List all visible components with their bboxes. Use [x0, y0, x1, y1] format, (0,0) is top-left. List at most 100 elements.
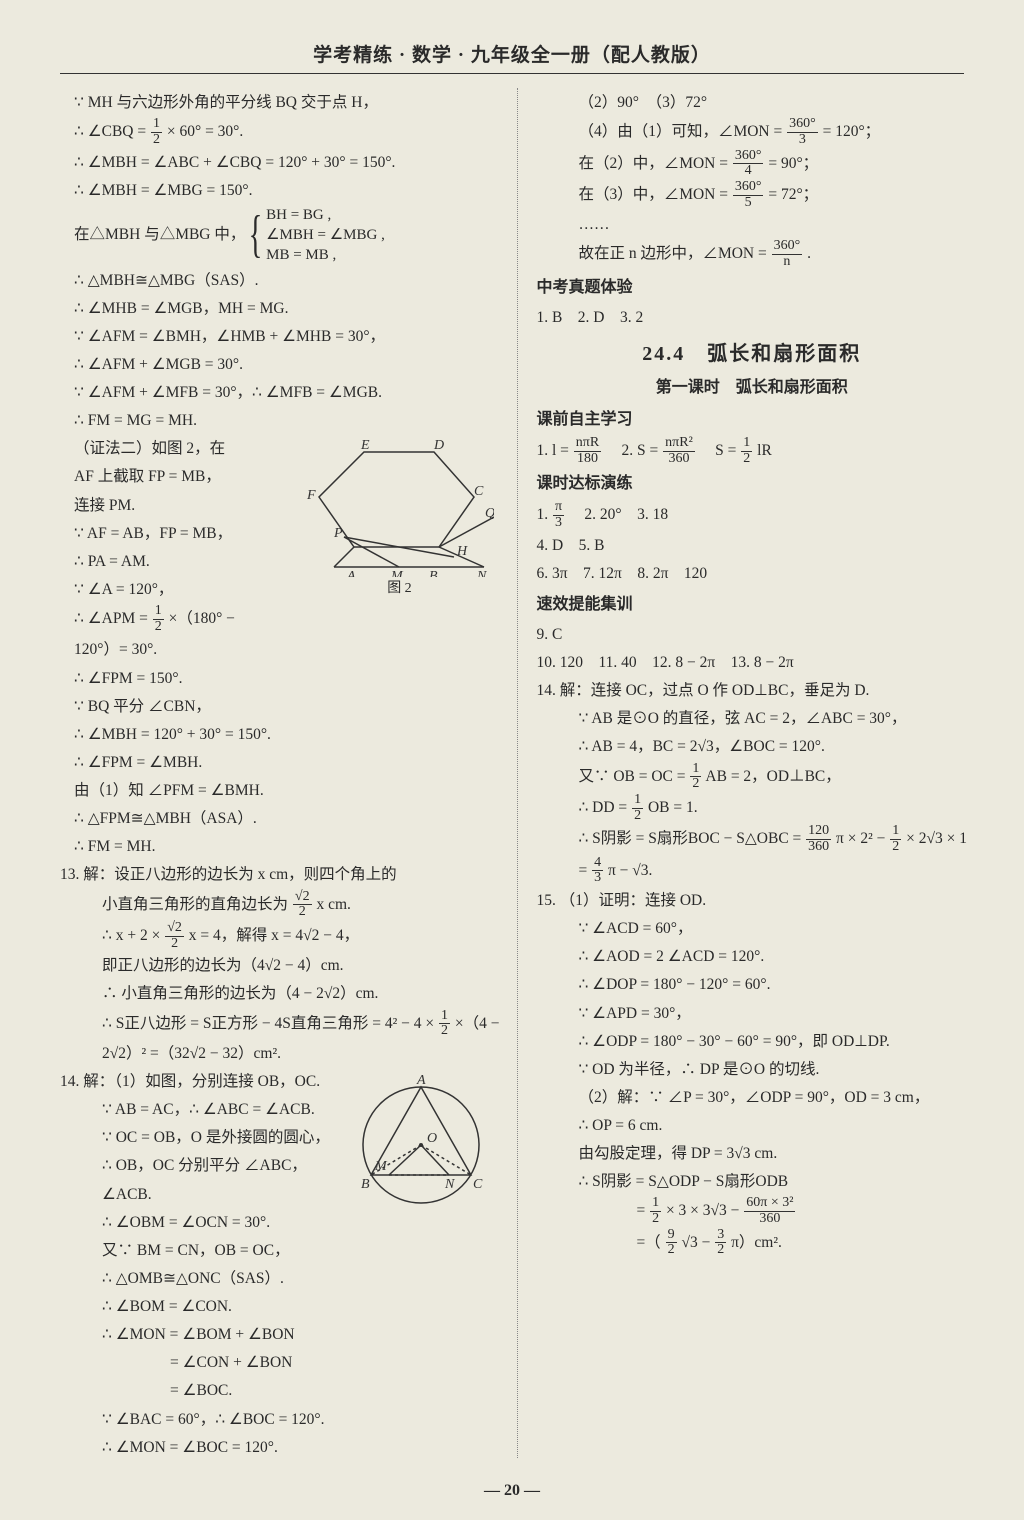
svg-text:M: M	[374, 1159, 388, 1174]
svg-text:A: A	[416, 1073, 426, 1088]
text-line: 1. l = nπR180 2. S = nπR²360 S = 12 lR	[536, 436, 967, 466]
text-line: ∴ DD = 12 OB = 1.	[536, 793, 967, 823]
text-line: = ∠CON + ∠BON	[60, 1349, 499, 1376]
text-line: ∵ MH 与六边形外角的平分线 BQ 交于点 H，	[60, 89, 499, 116]
t: BH = BG ,	[266, 207, 331, 223]
t: 在△MBH 与△MBG 中，	[74, 226, 245, 243]
t: lR	[757, 442, 772, 459]
text-line: ∴ △OMB≅△ONC（SAS）.	[60, 1265, 499, 1292]
fraction: nπR²360	[663, 436, 695, 466]
page-header: 学考精练 · 数学 · 九年级全一册（配人教版）	[60, 40, 964, 74]
t: ∴ DD =	[578, 799, 631, 816]
fraction: 12	[153, 604, 164, 634]
svg-text:P: P	[333, 526, 343, 541]
fraction: √22	[165, 921, 184, 951]
q13: 13. 解：设正八边形的边长为 x cm，则四个角上的	[60, 861, 499, 888]
text-line: ∴ ∠MBH = ∠ABC + ∠CBQ = 120° + 30° = 150°…	[60, 149, 499, 176]
fraction: π3	[553, 500, 564, 530]
fraction: 120360	[806, 824, 831, 854]
column-divider	[517, 88, 518, 1458]
svg-text:O: O	[427, 1131, 437, 1146]
text-line: ∴ S正八边形 = S正方形 − 4S直角三角形 = 4² − 4 × 12 ×…	[60, 1009, 499, 1039]
text-line: 10. 120 11. 40 12. 8 − 2π 13. 8 − 2π	[536, 649, 967, 676]
t: ∴ ∠APM =	[74, 610, 152, 627]
fraction: 43	[592, 856, 603, 886]
text-line: 120°）= 30°.	[60, 636, 499, 663]
text-line: 又∵ OB = OC = 12 AB = 2，OD⊥BC，	[536, 762, 967, 792]
text-line: 在（3）中，∠MON = 360°5 = 72°；	[536, 180, 967, 210]
fraction: 12	[632, 793, 643, 823]
fraction: 12	[890, 824, 901, 854]
text-line: ∴ ∠AFM + ∠MGB = 30°.	[60, 351, 499, 378]
svg-text:M: M	[390, 569, 404, 577]
text-line: ∴ ∠ODP = 180° − 30° − 60° = 90°，即 OD⊥DP.	[536, 1028, 967, 1055]
text-line: ∵ ∠AFM + ∠MFB = 30°，∴ ∠MFB = ∠MGB.	[60, 379, 499, 406]
text-line: 即正八边形的边长为（4√2 − 4）cm.	[60, 952, 499, 979]
figure-hexagon: ED FC Q PH AM BN 图 2	[299, 437, 499, 597]
t: 1. l =	[536, 442, 572, 459]
text-line: ∴ ∠AOD = 2 ∠ACD = 120°.	[536, 943, 967, 970]
t: × 3 × 3√3 −	[666, 1202, 743, 1219]
text-line: ∴ ∠MON = ∠BOM + ∠BON	[60, 1321, 499, 1348]
text-line: ∴ △MBH≅△MBG（SAS）.	[60, 267, 499, 294]
t: 2. S =	[606, 442, 662, 459]
text-line: 在（2）中，∠MON = 360°4 = 90°；	[536, 149, 967, 179]
text-line: ∴ ∠CBQ = 12 × 60° = 30°.	[60, 117, 499, 147]
columns: ∵ MH 与六边形外角的平分线 BQ 交于点 H， ∴ ∠CBQ = 12 × …	[60, 88, 964, 1458]
text-line: =（ 92 √3 − 32 π）cm².	[536, 1228, 967, 1258]
text-line: ∴ OP = 6 cm.	[536, 1112, 967, 1139]
t: .	[807, 245, 811, 262]
text-line: ∴ S阴影 = S扇形BOC − S△OBC = 120360 π × 2² −…	[536, 824, 967, 854]
t: ×（180° −	[169, 610, 235, 627]
t: （4）由（1）可知，∠MON =	[578, 123, 786, 140]
text-line: ∴ S阴影 = S△ODP − S扇形ODB	[536, 1168, 967, 1195]
text-line: （2）90° （3）72°	[536, 89, 967, 116]
t: x cm.	[316, 895, 350, 912]
text-line: 14. 解：连接 OC，过点 O 作 OD⊥BC，垂足为 D.	[536, 677, 967, 704]
text-line: 小直角三角形的直角边长为 √22 x cm.	[60, 890, 499, 920]
svg-text:C: C	[473, 1177, 483, 1192]
figure-circle: A O M B N C	[349, 1070, 499, 1220]
text-line: 1. B 2. D 3. 2	[536, 304, 967, 331]
t: √3 −	[681, 1234, 714, 1251]
text-line: ∴ AB = 4，BC = 2√3，∠BOC = 120°.	[536, 733, 967, 760]
t: π）cm².	[731, 1234, 782, 1251]
text-line: ∵ ∠APD = 30°，	[536, 1000, 967, 1027]
t: = 72°；	[768, 186, 818, 203]
t: ∠MBH = ∠MBG ,	[266, 227, 385, 243]
t: = 120°；	[823, 123, 881, 140]
text-line: ∴ ∠APM = 12 ×（180° −	[60, 604, 499, 634]
svg-text:F: F	[306, 488, 316, 503]
text-line: 4. D 5. B	[536, 532, 967, 559]
text-line: ……	[536, 211, 967, 238]
page-number: — 20 —	[0, 1482, 1024, 1500]
brace-content: BH = BG , ∠MBH = ∠MBG , MB = MB ,	[266, 205, 385, 266]
svg-text:D: D	[433, 438, 444, 453]
t: π − √3.	[608, 861, 652, 878]
section-title: 课前自主学习	[536, 406, 967, 434]
t: ∴ S阴影 = S扇形BOC − S△OBC =	[578, 830, 805, 847]
right-column: （2）90° （3）72° （4）由（1）可知，∠MON = 360°3 = 1…	[536, 88, 967, 1458]
svg-text:A: A	[346, 569, 356, 577]
t: ∴ ∠CBQ =	[74, 123, 150, 140]
brace-line: 在△MBH 与△MBG 中， { BH = BG , ∠MBH = ∠MBG ,…	[60, 205, 499, 266]
fraction: 360°n	[772, 239, 803, 269]
svg-text:N: N	[444, 1177, 455, 1192]
svg-text:E: E	[360, 438, 370, 453]
text-line: ∴ △FPM≅△MBH（ASA）.	[60, 805, 499, 832]
text-line: （4）由（1）可知，∠MON = 360°3 = 120°；	[536, 117, 967, 147]
text-line: ∴ ∠FPM = ∠MBH.	[60, 749, 499, 776]
section-title: 中考真题体验	[536, 274, 967, 302]
t: 又∵ OB = OC =	[578, 767, 689, 784]
page-root: 学考精练 · 数学 · 九年级全一册（配人教版） ∵ MH 与六边形外角的平分线…	[0, 0, 1024, 1520]
text-line: （2）解：∵ ∠P = 30°，∠ODP = 90°，OD = 3 cm，	[536, 1084, 967, 1111]
text-line: ∴ FM = MG = MH.	[60, 407, 499, 434]
sub-title: 第一课时 弧长和扇形面积	[536, 374, 967, 402]
t: = 90°；	[768, 154, 818, 171]
text-line: ∵ ∠ACD = 60°，	[536, 915, 967, 942]
text-line: ∴ ∠MBH = ∠MBG = 150°.	[60, 177, 499, 204]
t: x = 4，解得 x = 4√2 − 4，	[189, 927, 359, 944]
t: 2. 20° 3. 18	[569, 506, 668, 523]
circle-svg: A O M B N C	[349, 1070, 494, 1215]
fraction: 360°4	[733, 149, 764, 179]
